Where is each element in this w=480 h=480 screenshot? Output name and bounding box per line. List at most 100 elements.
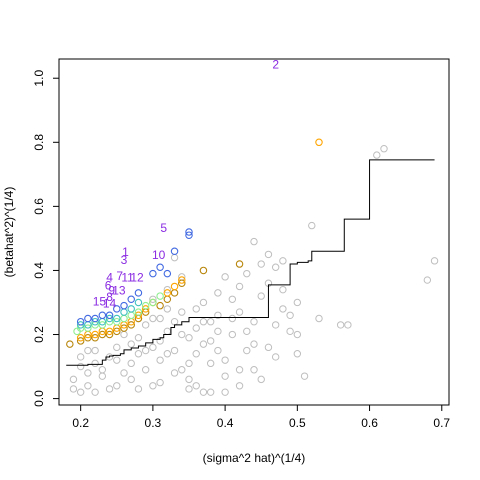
background-point [141,346,150,355]
background-point [228,330,237,339]
background-point [84,382,92,390]
frontier-point [76,333,85,342]
background-point [344,321,352,329]
background-point [235,366,244,374]
background-point [250,340,258,348]
background-point [178,366,186,374]
point-label: 15 [93,295,107,309]
frontier-point [91,317,99,326]
y-tick-label: 1.0 [32,70,46,87]
frontier-point [156,292,164,300]
frontier-point [127,311,135,320]
frontier-point [315,138,323,147]
frontier-point [170,247,179,255]
frontier-point [178,279,186,288]
frontier-point [84,333,92,342]
threshold-step-line [66,159,435,366]
frontier-point [98,321,107,329]
x-tick-label: 0.4 [217,416,234,430]
frontier-point [120,308,128,316]
background-point [293,350,302,358]
background-point [423,276,432,284]
background-point [192,382,200,390]
frontier-point [113,317,121,326]
background-point [293,330,302,339]
background-point [279,257,287,265]
background-point [91,388,99,396]
background-point [76,362,85,371]
background-point [206,388,215,396]
background-point [206,359,215,368]
background-point [178,308,186,316]
frontier-point [120,301,128,310]
frontier-point [91,330,99,339]
frontier-point [127,305,135,313]
frontier-point [105,330,114,339]
background-point [279,285,287,294]
frontier-point [98,311,107,320]
point-label: 1 [122,245,129,259]
frontier-point [141,305,150,313]
frontier-point [105,311,114,320]
background-point [185,334,193,342]
background-point [156,356,164,364]
background-point [199,388,208,396]
x-tick-label: 0.7 [433,416,450,430]
point-label: 13 [112,283,126,297]
background-point [69,385,78,393]
background-point [264,250,273,259]
background-point [271,321,280,329]
background-point [221,388,229,396]
background-point [163,327,172,336]
background-point [228,295,237,303]
background-point [76,353,85,361]
frontier-point [170,282,179,291]
frontier-point [163,269,172,278]
frontier-point [98,330,107,339]
background-point [170,369,179,377]
background-point [185,375,193,384]
y-tick-label: 0.0 [32,390,46,407]
x-tick-label: 0.3 [145,416,162,430]
background-point [257,292,265,300]
background-point [113,343,121,352]
background-point [286,311,294,319]
frontier-point [163,289,172,297]
background-point [156,314,164,323]
frontier-point [120,314,128,323]
background-point [185,359,193,368]
x-axis: 0.2 0.3 0.4 0.5 0.6 0.7 [72,404,450,430]
background-point [120,330,128,339]
background-point [185,385,193,393]
background-point [264,343,273,352]
point-label: 11 [121,271,134,285]
background-point [250,237,258,246]
frontier-point [76,337,85,345]
y-tick-label: 0.2 [32,326,46,343]
background-point [120,369,128,377]
frontier-point [105,314,114,323]
background-point [243,269,251,278]
background-point [170,253,179,262]
frontier-point [170,289,179,297]
frontier-point [76,321,85,329]
background-point [134,334,143,342]
background-point [271,353,280,361]
background-point [91,359,99,368]
background-point [214,311,222,319]
frontier-point [134,311,143,320]
frontier-point [149,269,157,278]
point-label: 14 [103,296,117,310]
y-tick-label: 0.6 [32,198,46,215]
x-axis-label: (sigma^2 hat)^(1/4) [203,451,306,465]
frontier-point [156,263,164,271]
frontier-point [113,314,121,323]
background-point [98,366,107,374]
y-tick-label: 0.4 [32,262,46,279]
point-label: 6 [105,279,112,293]
frontier-point [185,231,193,239]
y-axis-label: (betahat^2)^(1/4) [2,187,16,278]
background-point [214,289,222,297]
